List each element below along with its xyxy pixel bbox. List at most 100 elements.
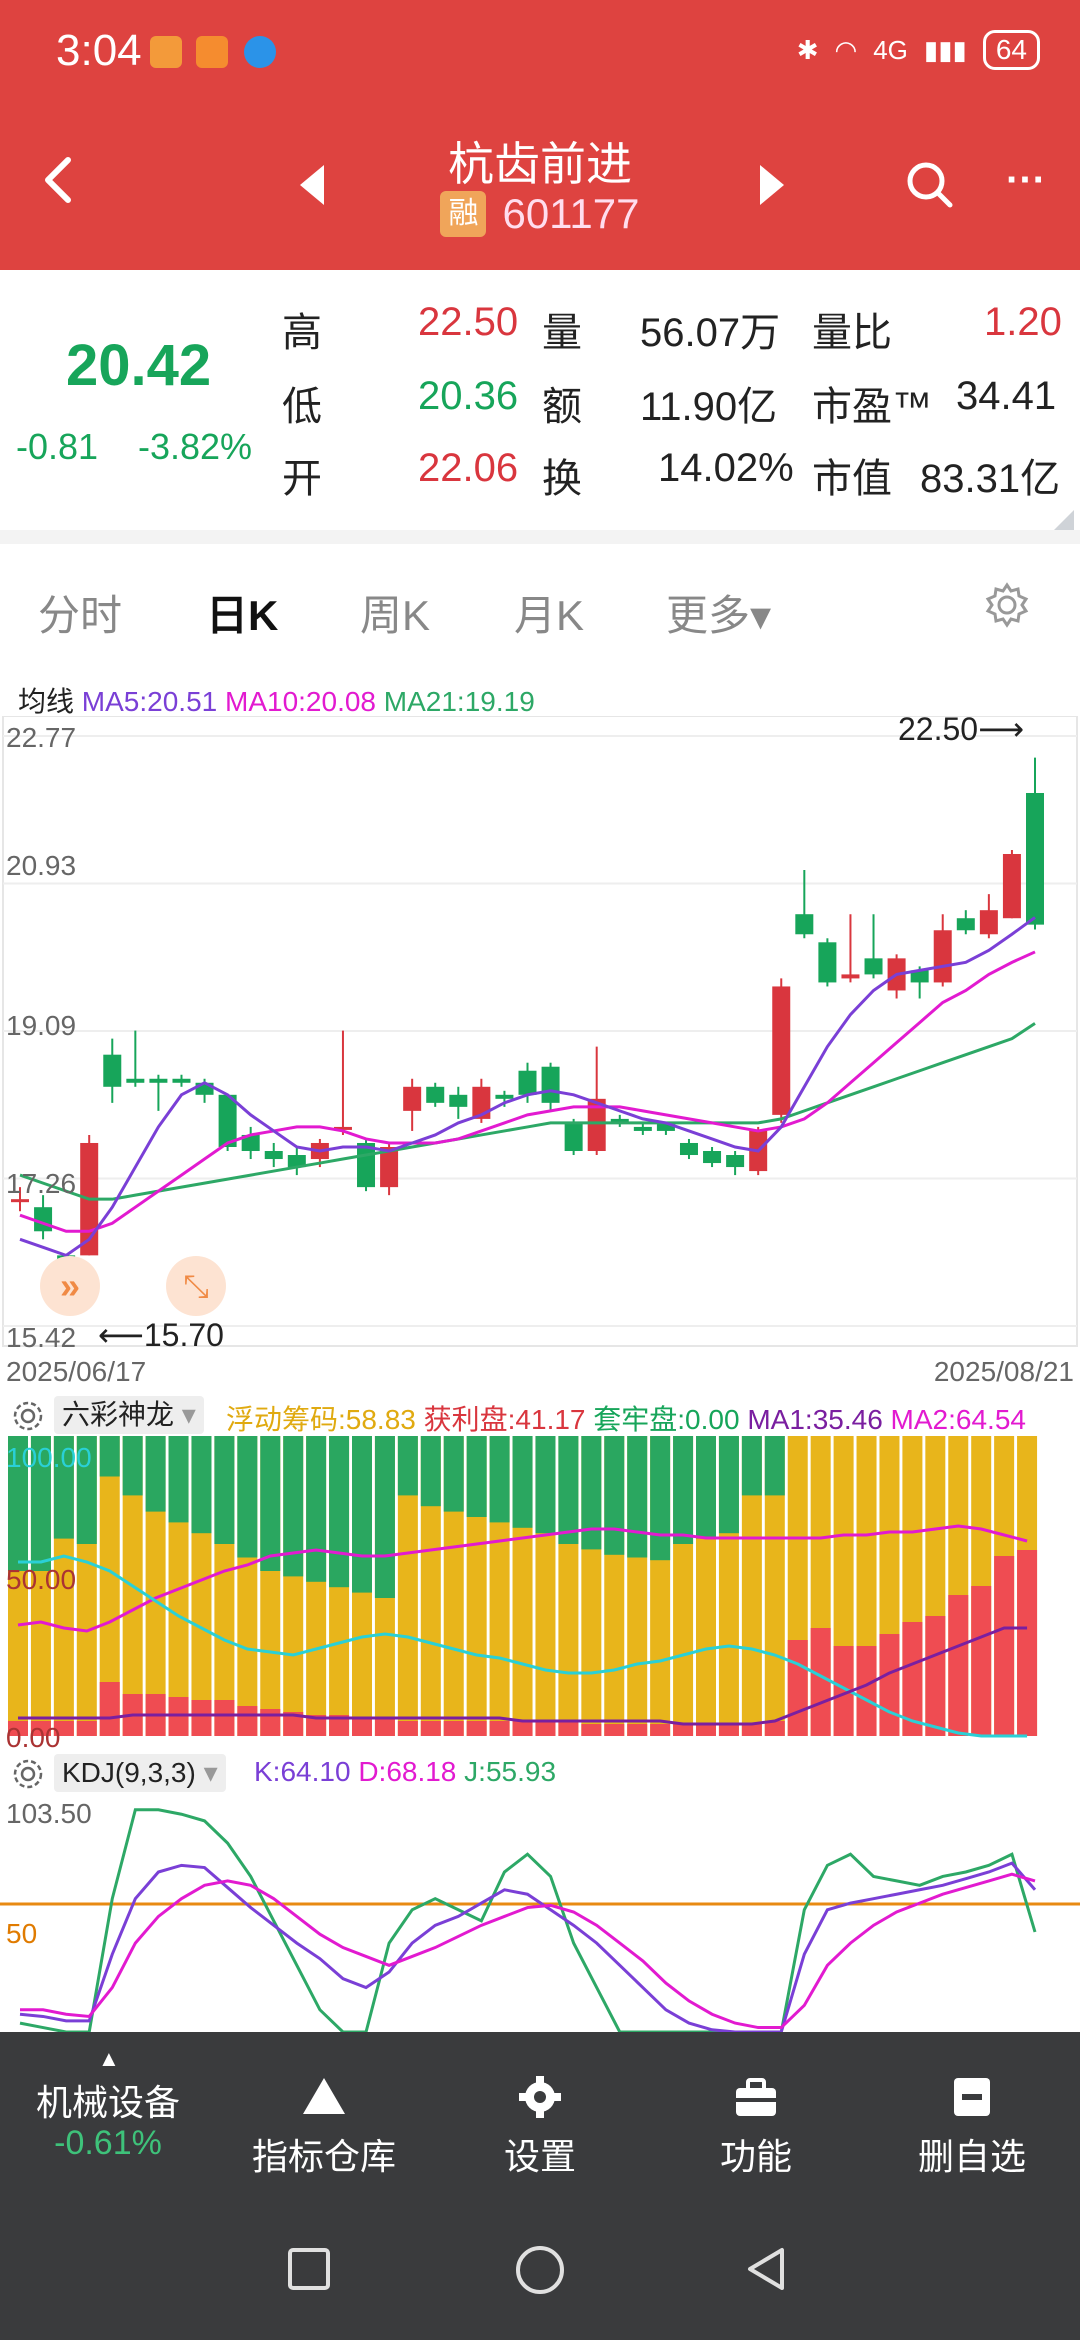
back-nav-button[interactable] <box>744 2246 790 2292</box>
candle <box>587 1046 606 1156</box>
kdj-indicator-selector[interactable]: KDJ(9,3,3) ▾ <box>54 1754 226 1792</box>
candle <box>541 1062 560 1111</box>
huoli-value: 获利盘:41.17 <box>423 1404 586 1435</box>
chips-bar <box>352 1436 372 1736</box>
chips-bar <box>374 1436 395 1736</box>
chart-settings-button[interactable] <box>982 580 1032 630</box>
tab-intraday[interactable]: 分时 <box>38 592 123 639</box>
fullscreen-button[interactable]: ⤡ <box>166 1256 226 1316</box>
chips-bar <box>260 1436 281 1736</box>
remove-watchlist-button[interactable]: 删自选 <box>864 2032 1080 2200</box>
sector-button[interactable]: ▲ 机械设备 -0.61% <box>0 2032 216 2200</box>
home-button[interactable] <box>514 2244 566 2296</box>
kdj-settings-button[interactable] <box>10 1756 46 1792</box>
expand-corner-icon[interactable] <box>1054 510 1074 530</box>
kdj-d-value: D:68.18 <box>358 1756 457 1787</box>
label-low: 低 <box>282 385 322 429</box>
chips-bar <box>627 1436 648 1736</box>
dropdown-icon: ▾ <box>181 1399 196 1430</box>
candle <box>264 1142 283 1168</box>
functions-button[interactable]: 功能 <box>648 2032 864 2200</box>
network-label: 4G <box>873 34 908 65</box>
more-dots-icon: ··· <box>1006 158 1046 202</box>
ma1-value: MA1:35.46 <box>747 1404 883 1435</box>
kdj-j-value: J:55.93 <box>464 1756 557 1787</box>
tab-monthly-k[interactable]: 月K <box>514 592 585 639</box>
date-end-label: 2025/08/21 <box>933 1356 1074 1387</box>
triangle-right-icon <box>760 165 784 205</box>
value-volume: 56.07万 <box>640 311 781 355</box>
candle <box>679 1138 698 1160</box>
toolbox-icon <box>736 2078 776 2116</box>
chips-bar <box>30 1436 51 1736</box>
chips-bar <box>329 1436 350 1736</box>
label-high: 高 <box>282 311 322 355</box>
chips-indicator-selector[interactable]: 六彩神龙 ▾ <box>54 1396 204 1434</box>
chevron-left-icon <box>45 157 71 203</box>
back-button[interactable] <box>30 150 90 210</box>
kdj-k-line <box>19 1861 1037 2032</box>
kdj-legend: K:64.10 D:68.18 J:55.93 <box>254 1756 556 1788</box>
ma10-value: MA10:20.08 <box>225 686 376 717</box>
price-change-percent: -3.82% <box>138 426 253 467</box>
settings-button[interactable]: 设置 <box>432 2032 648 2200</box>
chips-bar <box>948 1436 969 1736</box>
chips-bar <box>489 1436 510 1736</box>
indicator-store-button[interactable]: 指标仓库 <box>216 2032 432 2200</box>
recent-apps-button[interactable] <box>286 2246 332 2292</box>
chips-axis-mid: 50.00 <box>6 1564 77 1595</box>
candle <box>656 1122 675 1135</box>
gear-icon <box>13 1401 43 1431</box>
chips-bar <box>512 1436 533 1736</box>
expand-arrows-icon: ⤡ <box>183 1268 209 1304</box>
next-stock-button[interactable] <box>752 160 792 210</box>
candle <box>726 1151 745 1176</box>
label-volume: 量 <box>542 311 582 355</box>
sector-change: -0.61% <box>54 2124 162 2162</box>
tab-daily-k[interactable]: 日K <box>206 592 279 639</box>
candle <box>703 1146 722 1168</box>
chips-bar <box>1017 1436 1038 1736</box>
notification-icon-3 <box>244 36 276 68</box>
search-button[interactable] <box>900 155 960 215</box>
chips-settings-button[interactable] <box>10 1398 46 1434</box>
collapse-panel-button[interactable]: » <box>40 1256 100 1316</box>
chips-bar <box>833 1436 854 1736</box>
kdj-axis-mid: 50 <box>6 1918 38 1949</box>
high-price-marker: 22.50⟶ <box>898 711 1024 747</box>
chips-ma2-line <box>17 1524 1028 1633</box>
chips-bar <box>443 1436 464 1736</box>
quote-panel: 20.42 -0.81 -3.82% 高 22.50 量 56.07万 量比 1… <box>0 270 1080 530</box>
gear-icon <box>519 2076 561 2118</box>
chips-bar <box>306 1436 327 1736</box>
chips-bar <box>8 1436 28 1736</box>
candle <box>795 870 814 939</box>
chips-axis-bottom: 0.00 <box>6 1722 61 1753</box>
chips-chart[interactable] <box>0 1436 1080 1750</box>
value-high: 22.50 <box>418 300 519 344</box>
kdj-j-line <box>19 1808 1037 2032</box>
chips-bar <box>145 1436 166 1736</box>
kdj-chart[interactable] <box>0 1792 1080 2032</box>
price-axis-label: 22.77 <box>6 722 77 753</box>
chips-bar <box>673 1436 694 1736</box>
chips-axis-top: 100.00 <box>6 1442 92 1473</box>
candle <box>818 938 837 987</box>
tab-more[interactable]: 更多▾ <box>666 592 772 639</box>
ma10-line <box>19 950 1036 1233</box>
ma5-value: MA5:20.51 <box>81 686 218 717</box>
chips-bar <box>76 1436 97 1736</box>
chips-bar <box>902 1436 923 1736</box>
notification-icon-1 <box>150 36 182 68</box>
chips-bar <box>214 1436 235 1736</box>
chips-bar <box>53 1436 74 1736</box>
more-menu-button[interactable]: ··· <box>996 160 1056 210</box>
candle <box>633 1122 652 1135</box>
indicator-store-label: 指标仓库 <box>251 2136 396 2177</box>
candle <box>564 1118 583 1156</box>
candle <box>841 914 860 983</box>
tab-weekly-k[interactable]: 周K <box>360 592 431 639</box>
chips-bar <box>971 1436 992 1736</box>
candlestick-chart[interactable] <box>0 716 1080 1376</box>
previous-stock-button[interactable] <box>292 160 332 210</box>
